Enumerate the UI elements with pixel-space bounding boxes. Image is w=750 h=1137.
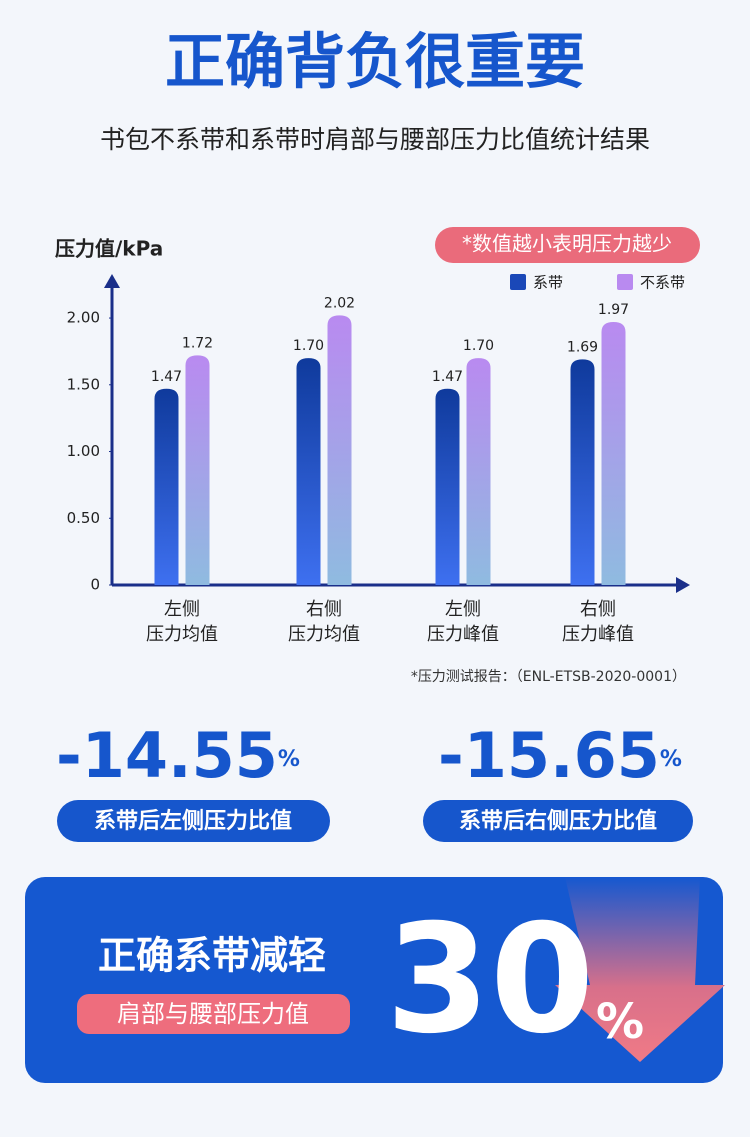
y-tick-label: 2.00 <box>67 309 100 327</box>
bar <box>185 355 210 585</box>
x-tick-label: 左侧 <box>164 599 200 620</box>
stat-label: 系带后左侧压力比值 <box>94 808 292 834</box>
banner-value: 30 <box>386 893 595 1067</box>
stat-unit: % <box>660 747 682 772</box>
bar <box>154 388 179 585</box>
x-axis-arrow <box>676 577 690 593</box>
stat-value: -14.55% <box>56 719 300 792</box>
x-tick-label: 压力峰值 <box>562 624 634 645</box>
x-tick-label: 右侧 <box>580 599 616 620</box>
banner-title: 正确系带减轻 <box>98 934 326 978</box>
stat-label: 系带后右侧压力比值 <box>459 808 657 834</box>
y-tick-label: 1.50 <box>67 375 100 393</box>
x-tick-label: 压力均值 <box>288 624 360 645</box>
annotation: *数值越小表明压力越少 <box>462 232 672 256</box>
x-tick-label: 压力均值 <box>146 624 218 645</box>
bar <box>601 322 626 585</box>
y-axis-arrow <box>104 274 120 288</box>
bar <box>296 358 321 585</box>
legend-label: 不系带 <box>640 274 685 292</box>
y-tick-label: 0 <box>90 576 100 594</box>
annotation-pill <box>435 227 700 263</box>
stat-pill <box>423 800 693 842</box>
y-axis-label: 压力值/kPa <box>55 237 163 261</box>
stat-value: -15.65% <box>438 719 682 792</box>
stat-unit: % <box>278 747 300 772</box>
value-label: 2.02 <box>324 295 355 311</box>
value-label: 1.69 <box>567 339 598 355</box>
y-tick-label: 1.00 <box>67 442 100 460</box>
value-label: 1.97 <box>598 302 629 318</box>
value-label: 1.47 <box>151 369 182 385</box>
bar <box>327 315 352 585</box>
page-title: 正确背负很重要 <box>165 28 585 98</box>
subtitle: 书包不系带和系带时肩部与腰部压力比值统计结果 <box>100 125 650 154</box>
stat-number: -15.65 <box>438 719 660 792</box>
value-label: 1.70 <box>293 338 324 354</box>
stat-number: -14.55 <box>56 719 278 792</box>
x-tick-label: 压力峰值 <box>427 624 499 645</box>
source-note: *压力测试报告：（ENL-ETSB-2020-0001） <box>411 669 686 685</box>
bar <box>466 358 491 585</box>
banner-unit: % <box>596 994 644 1050</box>
legend-swatch <box>510 274 526 290</box>
x-tick-label: 右侧 <box>306 599 342 620</box>
y-tick-label: 0.50 <box>67 509 100 527</box>
banner-subtitle: 肩部与腰部压力值 <box>117 1000 309 1028</box>
banner-arrow <box>555 877 725 1062</box>
value-label: 1.47 <box>432 369 463 385</box>
legend-label: 系带 <box>533 274 563 292</box>
bar <box>570 359 595 585</box>
banner-pill <box>77 994 350 1034</box>
value-label: 1.70 <box>463 338 494 354</box>
bar <box>435 388 460 585</box>
stat-pill <box>57 800 330 842</box>
legend-swatch <box>617 274 633 290</box>
value-label: 1.72 <box>182 335 213 351</box>
x-tick-label: 左侧 <box>445 599 481 620</box>
